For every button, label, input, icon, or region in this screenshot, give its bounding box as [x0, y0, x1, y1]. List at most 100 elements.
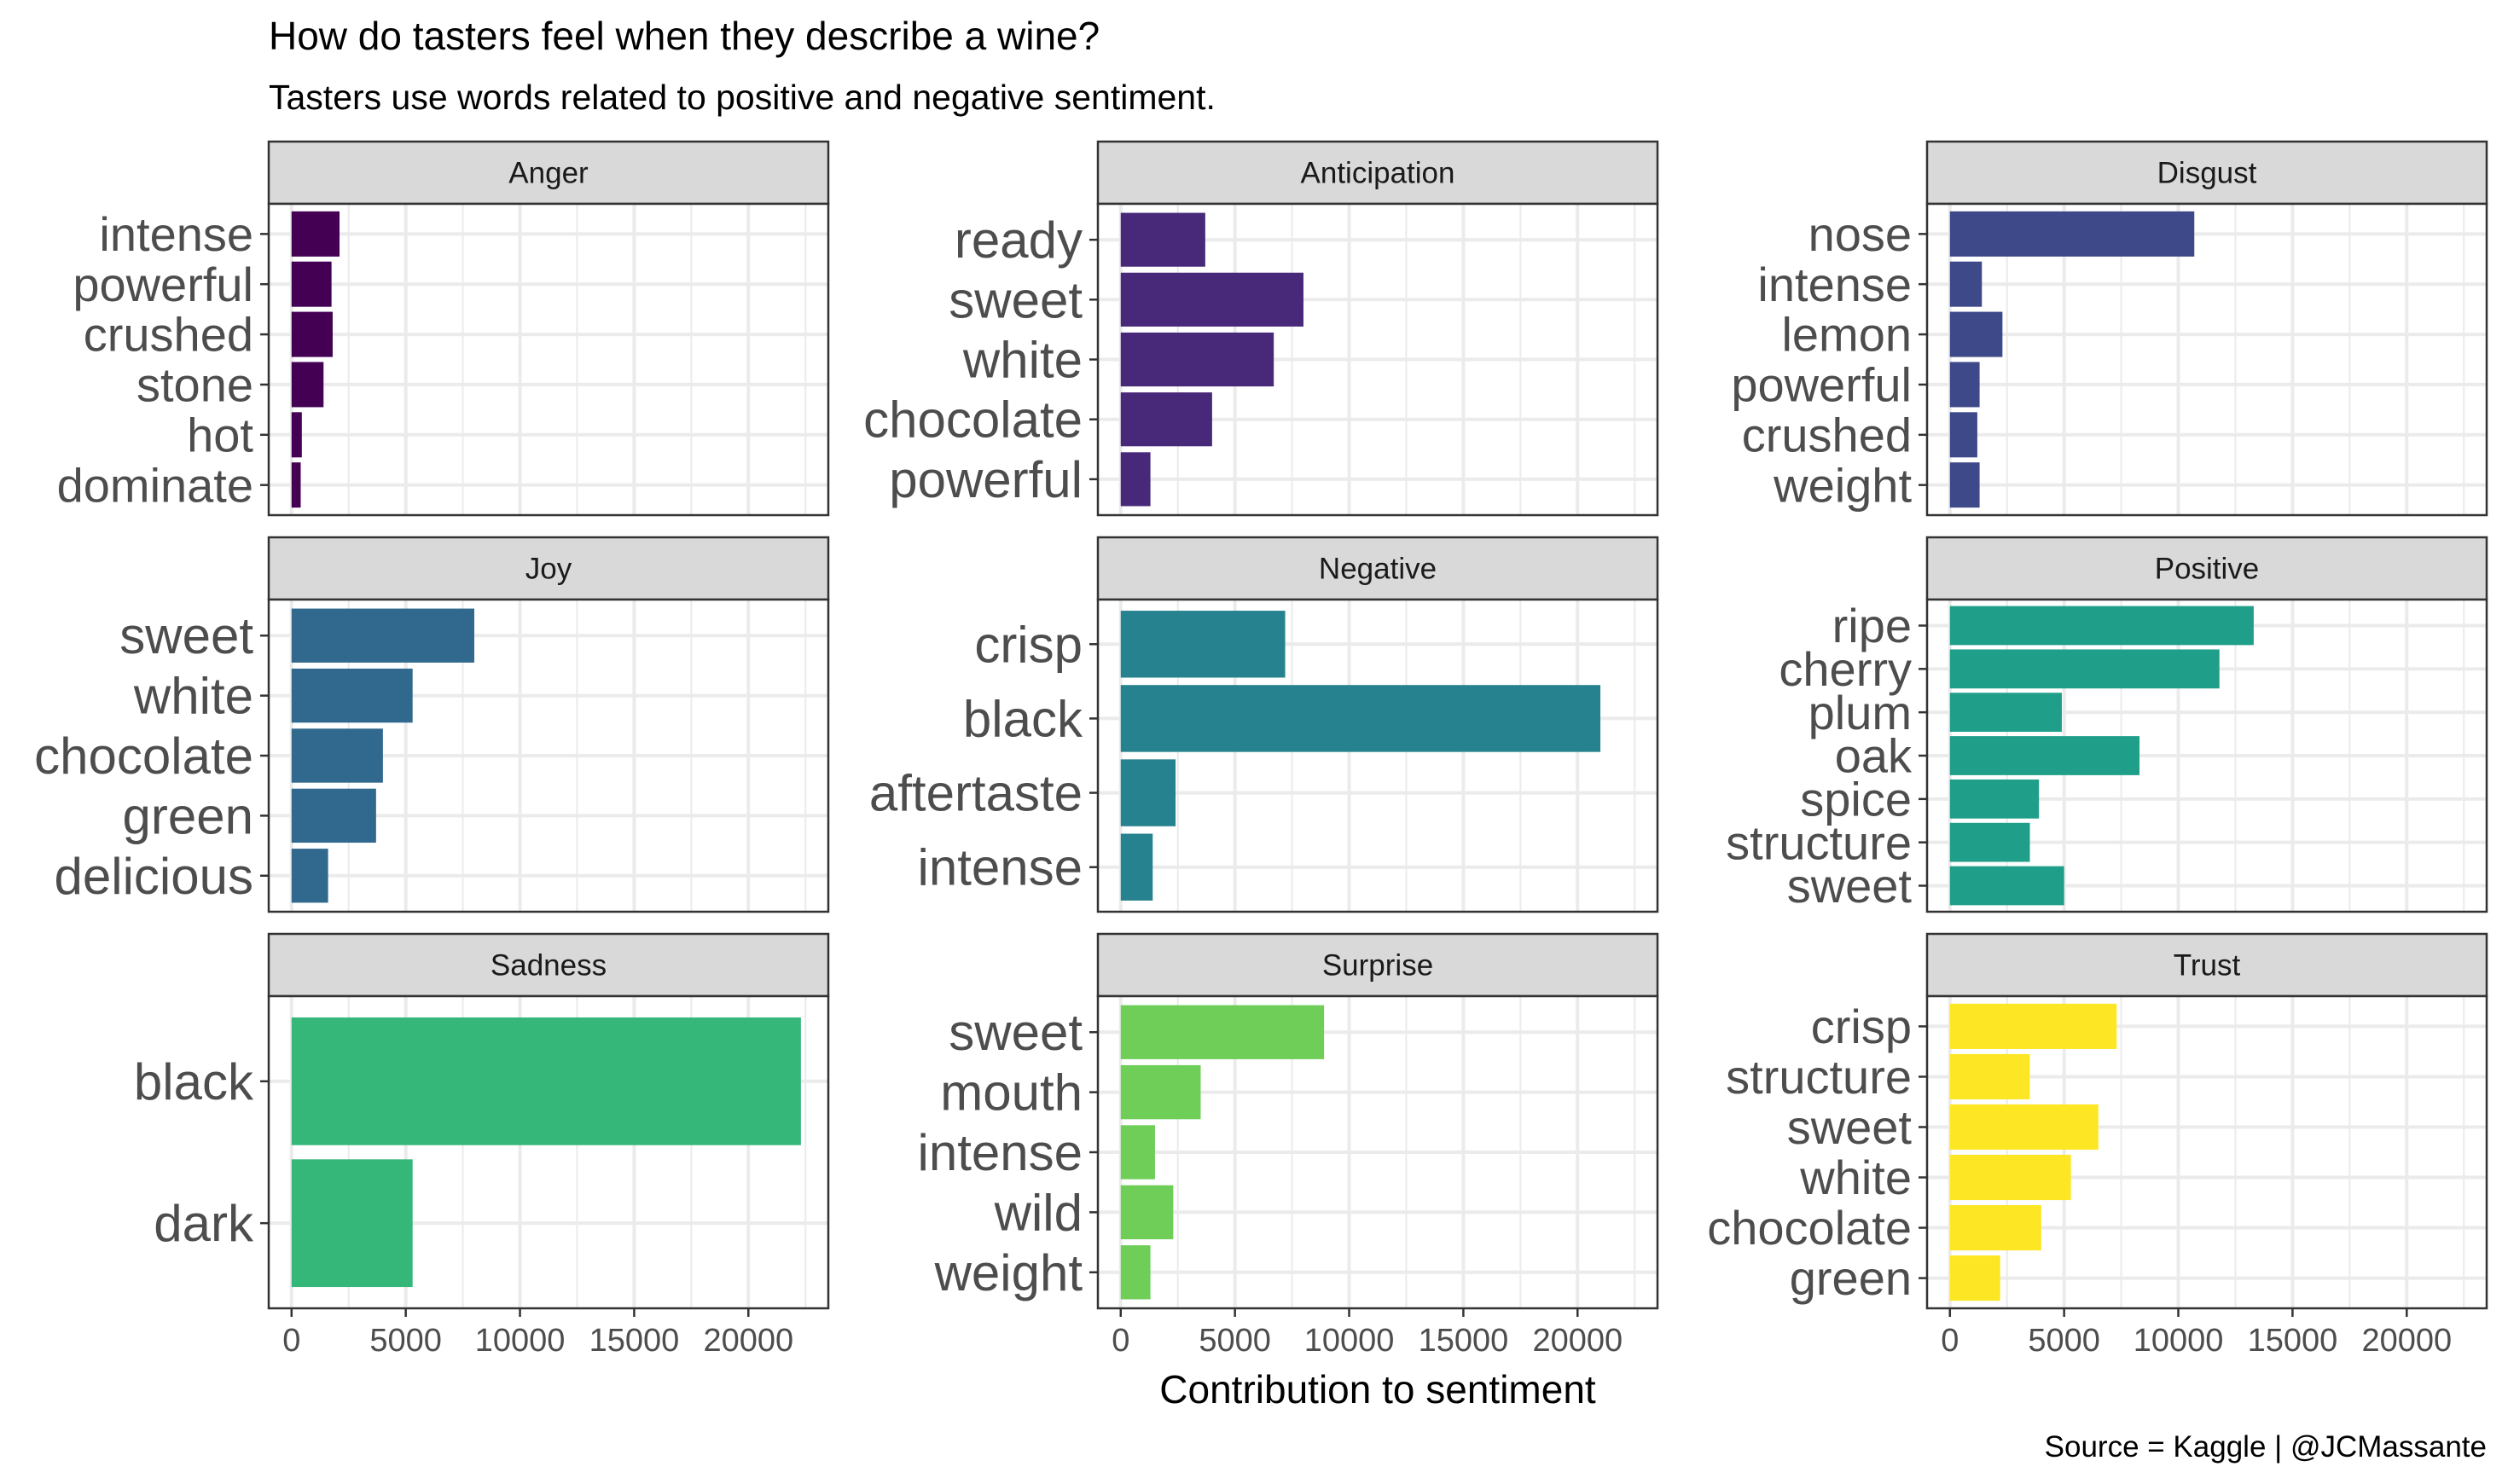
category-label-crushed: crushed: [84, 308, 253, 362]
category-label-white: white: [133, 668, 253, 725]
panel-border-sadness: [267, 994, 830, 1310]
chart-subtitle: Tasters use words related to positive an…: [269, 78, 1216, 117]
x-tick-label: 10000: [475, 1323, 566, 1359]
panel-border-trust: [1925, 994, 2488, 1310]
bar-surprise-intense: [1120, 1125, 1155, 1180]
facets-layer: Angerintensepowerfulcrushedstonehotdomin…: [34, 140, 2488, 1359]
facet-strip-label-trust: Trust: [2174, 949, 2241, 983]
bar-anger-hot: [291, 412, 302, 458]
x-tick-label: 15000: [589, 1323, 680, 1359]
category-label-powerful: powerful: [73, 258, 253, 311]
category-label-oak: oak: [1835, 729, 1913, 783]
category-label-sweet: sweet: [1787, 859, 1913, 913]
category-label-chocolate: chocolate: [863, 391, 1083, 449]
bar-joy-white: [291, 668, 413, 723]
category-label-cherry: cherry: [1779, 642, 1912, 696]
panel-border-positive: [1925, 598, 2488, 913]
panel-border-joy: [267, 598, 830, 913]
category-label-sweet: sweet: [1787, 1100, 1913, 1154]
facet-strip-label-disgust: Disgust: [2157, 157, 2257, 190]
category-label-intense: intense: [918, 1124, 1083, 1181]
bar-anger-dominate: [291, 462, 301, 508]
category-label-green: green: [1790, 1251, 1912, 1305]
facet-trust: Trust crispstructuresweetwhitechocolategr…: [1707, 932, 2488, 1359]
category-label-lemon: lemon: [1781, 308, 1912, 362]
panel-border-anticipation: [1096, 202, 1659, 517]
bar-positive-sweet: [1949, 866, 2064, 906]
category-label-crushed: crushed: [1742, 408, 1912, 461]
bar-joy-delicious: [291, 849, 328, 903]
category-label-weight: weight: [1773, 458, 1912, 512]
category-label-intense: intense: [918, 839, 1083, 896]
chart-title: How do tasters feel when they describe a…: [269, 14, 1100, 58]
bar-positive-spice: [1949, 779, 2040, 819]
category-label-crisp: crisp: [1811, 1000, 1912, 1053]
panel-background-anger: [269, 204, 828, 515]
facet-strip-disgust: [1925, 140, 2488, 206]
category-label-white: white: [962, 332, 1083, 389]
bar-disgust-crushed: [1949, 412, 1977, 458]
bar-surprise-wild: [1120, 1185, 1174, 1240]
category-label-white: white: [1799, 1151, 1912, 1204]
bar-positive-oak: [1949, 736, 2140, 775]
category-label-intense: intense: [99, 207, 253, 261]
x-tick-label: 0: [282, 1323, 300, 1359]
bar-anger-intense: [291, 211, 340, 257]
facet-strip-label-negative: Negative: [1319, 553, 1437, 586]
category-label-green: green: [123, 787, 253, 844]
bar-surprise-weight: [1120, 1245, 1151, 1300]
bar-positive-structure: [1949, 822, 2030, 862]
bar-joy-green: [291, 788, 376, 843]
x-tick-label: 15000: [2248, 1323, 2338, 1359]
facet-sadness: Sadness black dark 0 5000 10000 15000 20000: [134, 932, 830, 1359]
x-tick-label: 5000: [2028, 1323, 2100, 1359]
x-tick-label: 10000: [1304, 1323, 1395, 1359]
category-label-black: black: [134, 1053, 254, 1110]
facet-strip-positive: [1925, 536, 2488, 601]
facet-strip-sadness: [267, 932, 830, 998]
facet-anger: Anger intensepowerfulcrushedstonehotdomin…: [57, 140, 830, 517]
bar-disgust-intense: [1949, 261, 1983, 307]
category-label-powerful: powerful: [1731, 358, 1912, 412]
bar-negative-black: [1120, 685, 1601, 752]
bar-trust-crisp: [1949, 1003, 2117, 1049]
bar-positive-plum: [1949, 693, 2062, 733]
facet-strip-label-joy: Joy: [525, 553, 572, 586]
facet-strip-trust: [1925, 932, 2488, 998]
category-label-crisp: crisp: [974, 616, 1083, 673]
facet-strip-label-positive: Positive: [2155, 553, 2260, 586]
bar-positive-cherry: [1949, 649, 2220, 689]
category-label-weight: weight: [934, 1244, 1083, 1301]
bar-surprise-sweet: [1120, 1005, 1325, 1059]
bar-positive-ripe: [1949, 606, 2254, 646]
x-tick-label: 0: [1941, 1323, 1959, 1359]
bar-anticipation-chocolate: [1120, 392, 1212, 447]
bar-anger-stone: [291, 362, 324, 408]
category-label-powerful: powerful: [889, 451, 1083, 508]
x-tick-label: 0: [1112, 1323, 1129, 1359]
facet-strip-label-surprise: Surprise: [1322, 949, 1433, 983]
bar-disgust-nose: [1949, 211, 2195, 257]
category-label-plum: plum: [1808, 686, 1912, 739]
bar-negative-crisp: [1120, 611, 1286, 678]
bar-anger-powerful: [291, 261, 332, 307]
bar-disgust-weight: [1949, 462, 1980, 508]
facet-positive: Positive ripecherryplumoakspicestructures…: [1726, 536, 2488, 913]
facet-strip-anger: [267, 140, 830, 206]
facet-disgust: Disgust noseintenselemonpowerfulcrushedwe…: [1731, 140, 2488, 517]
bar-trust-white: [1949, 1154, 2071, 1201]
category-label-intense: intense: [1757, 258, 1912, 311]
bar-disgust-lemon: [1949, 311, 2003, 357]
bar-sadness-dark: [291, 1159, 413, 1288]
bar-trust-chocolate: [1949, 1204, 2041, 1251]
bar-anticipation-powerful: [1120, 452, 1151, 507]
category-label-hot: hot: [187, 408, 253, 461]
category-label-dominate: dominate: [57, 458, 253, 512]
bar-joy-chocolate: [291, 728, 383, 783]
bar-joy-sweet: [291, 608, 474, 663]
x-tick-label: 20000: [1532, 1323, 1623, 1359]
panel-border-anger: [267, 202, 830, 517]
facet-strip-joy: [267, 536, 830, 601]
